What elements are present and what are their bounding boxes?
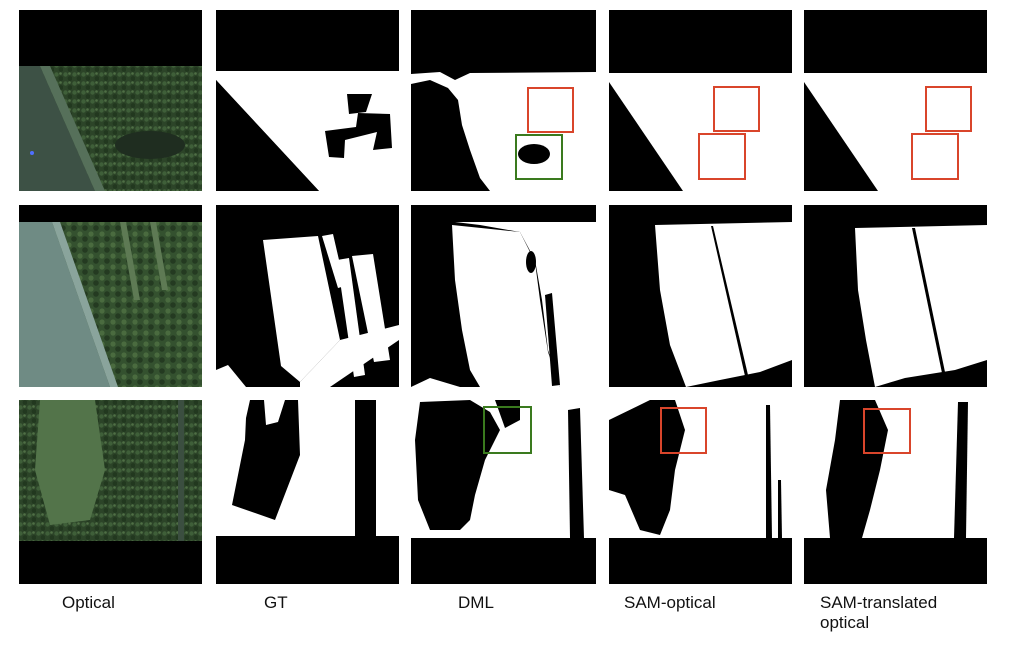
sam-optical-mask-row3 — [609, 400, 792, 584]
dml-mask-row1 — [411, 10, 596, 191]
red-highlight-box — [925, 86, 972, 132]
gt-mask-row1 — [216, 10, 399, 191]
gt-mask-row2 — [216, 205, 399, 387]
column-label-optical: Optical — [62, 593, 115, 612]
gt-mask-row3 — [216, 400, 399, 584]
green-highlight-box — [483, 406, 532, 454]
green-highlight-box — [515, 134, 563, 180]
sam-optical-mask-row1 — [609, 10, 792, 191]
sam-optical-mask-row2 — [609, 205, 792, 387]
optical-image-row3 — [19, 400, 202, 584]
red-highlight-box — [911, 133, 959, 180]
red-highlight-box — [863, 408, 911, 454]
optical-image-row2 — [19, 205, 202, 387]
sam-translated-mask-row2 — [804, 205, 987, 387]
red-highlight-box — [660, 407, 707, 454]
column-label-sam-optical: SAM-optical — [624, 593, 716, 612]
dml-mask-row3 — [411, 400, 596, 584]
red-highlight-box — [713, 86, 760, 132]
dml-mask-row2 — [411, 205, 596, 387]
red-highlight-box — [698, 133, 746, 180]
column-label-sam-translated: SAM-translated optical — [820, 593, 938, 632]
column-label-gt: GT — [264, 593, 288, 612]
optical-image-row1 — [19, 10, 202, 191]
sam-translated-mask-row1 — [804, 10, 987, 191]
red-highlight-box — [527, 87, 574, 133]
column-label-dml: DML — [458, 593, 494, 612]
sam-translated-mask-row3 — [804, 400, 987, 584]
